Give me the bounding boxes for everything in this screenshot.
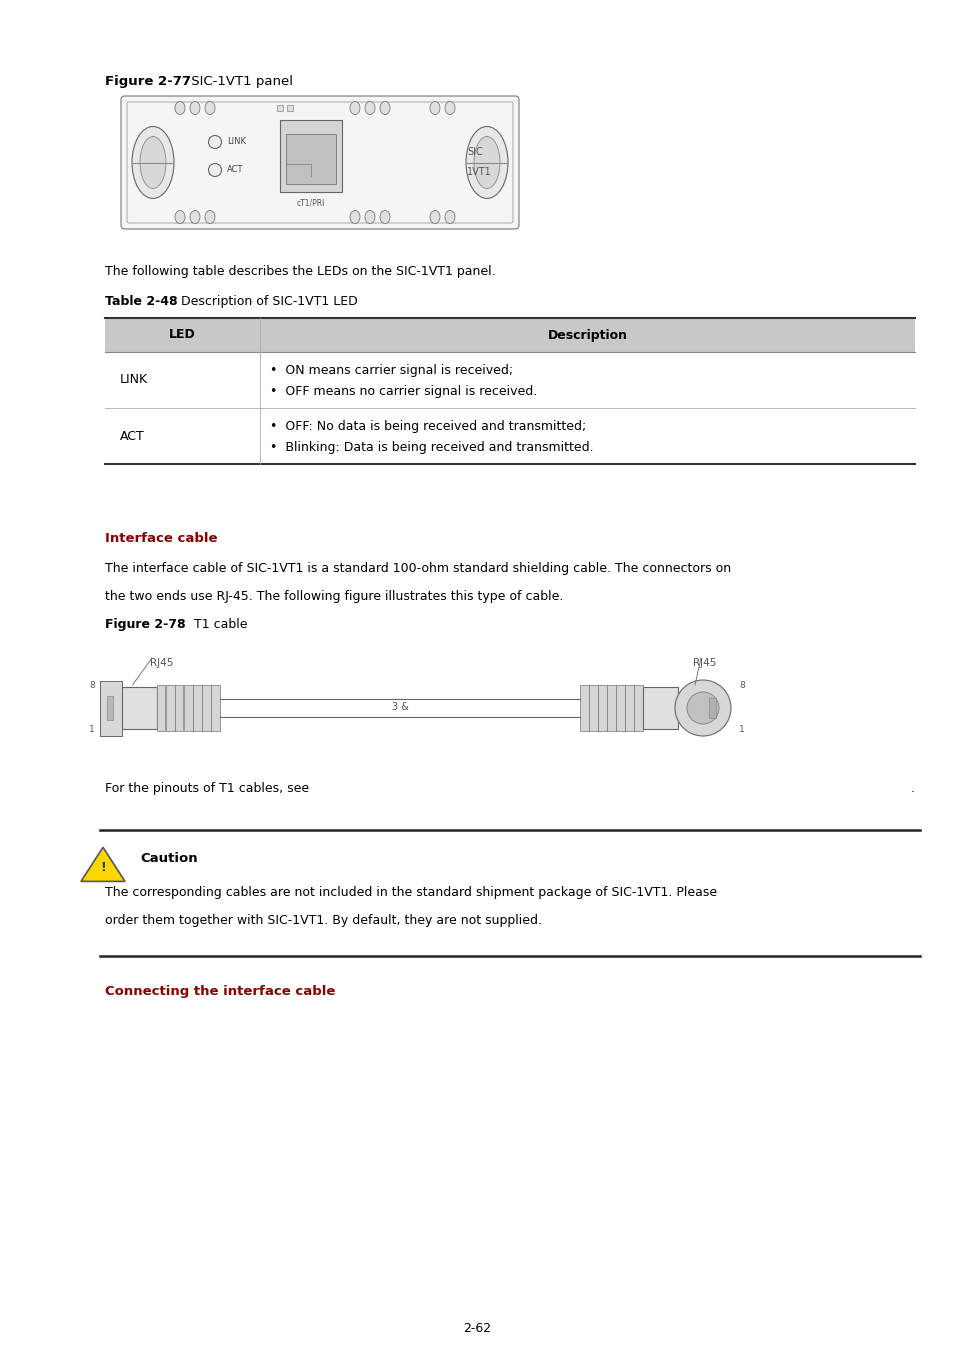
Ellipse shape xyxy=(365,211,375,224)
Text: The corresponding cables are not included in the standard shipment package of SI: The corresponding cables are not include… xyxy=(105,886,717,899)
Text: order them together with SIC-1VT1. By default, they are not supplied.: order them together with SIC-1VT1. By de… xyxy=(105,914,541,927)
Ellipse shape xyxy=(444,211,455,224)
Bar xyxy=(174,684,183,730)
Bar xyxy=(276,105,283,111)
Bar xyxy=(616,684,624,730)
Text: •  ON means carrier signal is received;: • ON means carrier signal is received; xyxy=(270,364,513,377)
Ellipse shape xyxy=(430,101,439,115)
Bar xyxy=(287,105,293,111)
Ellipse shape xyxy=(205,101,214,115)
Text: ACT: ACT xyxy=(120,429,145,443)
Text: For the pinouts of T1 cables, see: For the pinouts of T1 cables, see xyxy=(105,782,309,795)
Ellipse shape xyxy=(350,211,359,224)
Bar xyxy=(122,687,157,729)
Text: LINK: LINK xyxy=(227,138,246,147)
Ellipse shape xyxy=(140,136,166,189)
Bar xyxy=(642,687,678,729)
Circle shape xyxy=(209,163,221,177)
Text: 8: 8 xyxy=(90,682,95,690)
Text: Description of SIC-1VT1 LED: Description of SIC-1VT1 LED xyxy=(177,296,357,308)
Ellipse shape xyxy=(379,101,390,115)
Bar xyxy=(184,684,193,730)
Text: Connecting the interface cable: Connecting the interface cable xyxy=(105,986,335,998)
Text: •  OFF means no carrier signal is received.: • OFF means no carrier signal is receive… xyxy=(270,385,537,398)
Text: 1VT1: 1VT1 xyxy=(467,167,491,177)
Circle shape xyxy=(686,693,719,724)
Text: .: . xyxy=(910,782,914,795)
Text: ACT: ACT xyxy=(227,166,243,174)
Text: 8: 8 xyxy=(739,682,744,690)
Polygon shape xyxy=(81,848,125,882)
Bar xyxy=(579,684,588,730)
Text: cT1/PRI: cT1/PRI xyxy=(296,198,325,208)
Bar xyxy=(708,698,716,718)
Text: 2-62: 2-62 xyxy=(462,1322,491,1335)
Text: !: ! xyxy=(100,861,106,875)
Bar xyxy=(624,684,633,730)
Ellipse shape xyxy=(350,101,359,115)
Ellipse shape xyxy=(174,101,185,115)
Text: The following table describes the LEDs on the SIC-1VT1 panel.: The following table describes the LEDs o… xyxy=(105,265,496,278)
Text: Caution: Caution xyxy=(140,852,197,865)
Text: Figure 2-77: Figure 2-77 xyxy=(105,76,191,88)
Ellipse shape xyxy=(132,127,173,198)
Ellipse shape xyxy=(174,211,185,224)
Text: Description: Description xyxy=(547,328,627,342)
Text: LED: LED xyxy=(169,328,195,342)
Text: Table 2-48: Table 2-48 xyxy=(105,296,177,308)
Bar xyxy=(193,684,201,730)
Bar xyxy=(166,684,174,730)
Text: RJ45: RJ45 xyxy=(692,657,716,668)
Text: The interface cable of SIC-1VT1 is a standard 100-ohm standard shielding cable. : The interface cable of SIC-1VT1 is a sta… xyxy=(105,562,730,575)
Text: Interface cable: Interface cable xyxy=(105,532,217,545)
Ellipse shape xyxy=(365,101,375,115)
Bar xyxy=(286,134,335,184)
Bar xyxy=(280,120,341,192)
Ellipse shape xyxy=(190,211,200,224)
Text: LINK: LINK xyxy=(120,374,148,386)
Ellipse shape xyxy=(205,211,214,224)
Bar xyxy=(606,684,615,730)
Text: RJ45: RJ45 xyxy=(150,657,173,668)
Ellipse shape xyxy=(474,136,499,189)
Bar xyxy=(634,684,641,730)
Circle shape xyxy=(675,680,730,736)
Ellipse shape xyxy=(379,211,390,224)
Ellipse shape xyxy=(430,211,439,224)
Text: 3 &: 3 & xyxy=(391,702,408,711)
Bar xyxy=(588,684,597,730)
Bar xyxy=(211,684,219,730)
Text: 1: 1 xyxy=(90,725,95,734)
Bar xyxy=(157,684,165,730)
Text: •  OFF: No data is being received and transmitted;: • OFF: No data is being received and tra… xyxy=(270,420,586,433)
FancyBboxPatch shape xyxy=(121,96,518,230)
Bar xyxy=(100,680,122,736)
Bar xyxy=(598,684,606,730)
Bar xyxy=(202,684,211,730)
Bar xyxy=(107,697,112,720)
Circle shape xyxy=(209,135,221,148)
Text: 1: 1 xyxy=(739,725,744,734)
Text: the two ends use RJ-45. The following figure illustrates this type of cable.: the two ends use RJ-45. The following fi… xyxy=(105,590,563,603)
Text: T1 cable: T1 cable xyxy=(190,618,247,630)
Ellipse shape xyxy=(465,127,507,198)
Text: Figure 2-78: Figure 2-78 xyxy=(105,618,186,630)
Ellipse shape xyxy=(190,101,200,115)
Text: SIC-1VT1 panel: SIC-1VT1 panel xyxy=(187,76,293,88)
Text: •  Blinking: Data is being received and transmitted.: • Blinking: Data is being received and t… xyxy=(270,441,593,454)
Bar xyxy=(105,319,914,352)
Ellipse shape xyxy=(444,101,455,115)
Text: SIC: SIC xyxy=(467,147,482,157)
